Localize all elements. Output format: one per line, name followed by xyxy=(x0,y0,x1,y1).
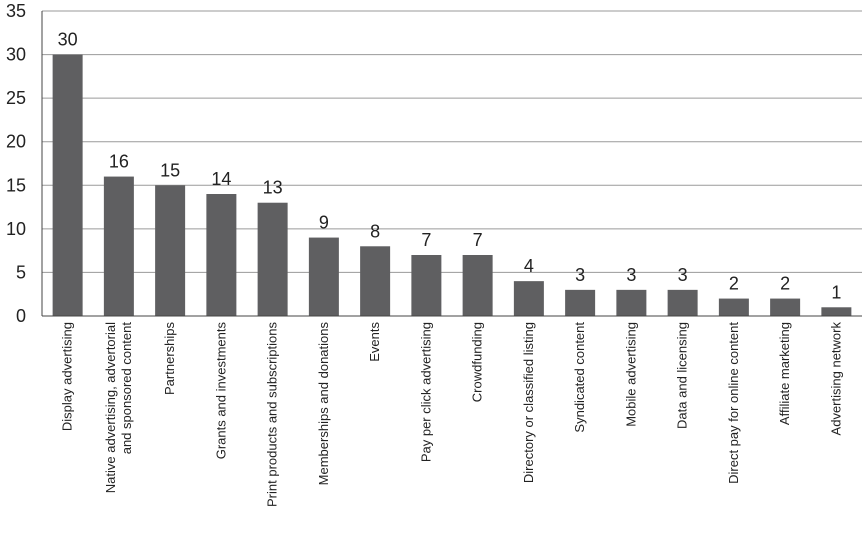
y-tick-label: 10 xyxy=(6,219,26,239)
bar xyxy=(155,185,186,316)
category-label: Advertising network xyxy=(828,322,843,436)
y-tick-label: 35 xyxy=(6,1,26,21)
category-label-line: Grants and investments xyxy=(213,322,228,460)
category-label: Events xyxy=(367,322,382,362)
category-label: Grants and investments xyxy=(213,322,228,460)
data-label: 30 xyxy=(58,30,78,50)
category-label-line: Display advertising xyxy=(60,322,75,431)
category-label-line: Syndicated content xyxy=(572,322,587,433)
category-label: Memberships and donations xyxy=(316,322,331,486)
axes xyxy=(41,11,862,317)
bar xyxy=(770,298,801,316)
category-label-line: Pay per click advertising xyxy=(418,322,433,462)
data-labels: 30 16 15 14 13 9 8 7 7 4 3 3 3 2 2 1 xyxy=(58,30,842,303)
y-tick-label: 20 xyxy=(6,132,26,152)
data-label: 2 xyxy=(729,274,739,294)
data-label: 3 xyxy=(678,265,688,285)
category-label-line: Mobile advertising xyxy=(623,322,638,427)
bar xyxy=(565,289,596,316)
category-label-line: Advertising network xyxy=(828,322,843,436)
category-label-line: Partnerships xyxy=(162,322,177,395)
category-label: Syndicated content xyxy=(572,322,587,433)
category-label-line: Direct pay for online content xyxy=(726,322,741,484)
category-label-line: Affiliate marketing xyxy=(777,322,792,425)
category-label: Partnerships xyxy=(162,322,177,395)
category-labels: Display advertising Native advertising, a… xyxy=(60,322,844,507)
y-tick-label: 15 xyxy=(6,175,26,195)
bars xyxy=(52,54,852,316)
category-label-line: Data and licensing xyxy=(675,322,690,429)
data-label: 14 xyxy=(211,169,231,189)
bar xyxy=(52,54,83,316)
bar xyxy=(206,194,237,316)
data-label: 2 xyxy=(780,274,790,294)
category-label: Native advertising, advertorial and spons… xyxy=(103,322,134,494)
category-label-line: and sponsored content xyxy=(119,322,134,455)
y-tick-labels: 0 5 10 15 20 25 30 35 xyxy=(6,1,26,326)
data-label: 4 xyxy=(524,256,534,276)
bar xyxy=(411,255,442,316)
data-label: 1 xyxy=(831,282,841,302)
y-tick-label: 25 xyxy=(6,88,26,108)
bar xyxy=(462,255,493,316)
category-label: Data and licensing xyxy=(675,322,690,429)
data-label: 15 xyxy=(160,160,180,180)
category-label-line: Crowdfunding xyxy=(470,322,485,402)
data-label: 7 xyxy=(473,230,483,250)
data-label: 7 xyxy=(421,230,431,250)
bar xyxy=(667,289,698,316)
data-label: 8 xyxy=(370,221,380,241)
data-label: 3 xyxy=(575,265,585,285)
bar xyxy=(718,298,749,316)
data-label: 3 xyxy=(626,265,636,285)
data-label: 13 xyxy=(263,178,283,198)
data-label: 16 xyxy=(109,152,129,172)
bar xyxy=(616,289,647,316)
bar xyxy=(821,307,852,316)
category-label-line: Events xyxy=(367,322,382,362)
category-label-line: Print products and subscriptions xyxy=(265,322,280,507)
data-label: 9 xyxy=(319,213,329,233)
category-label-line: Native advertising, advertorial xyxy=(103,322,118,493)
category-label: Display advertising xyxy=(60,322,75,431)
category-label: Direct pay for online content xyxy=(726,322,741,484)
bar xyxy=(103,176,134,316)
category-label: Print products and subscriptions xyxy=(265,322,280,507)
bar xyxy=(513,281,544,316)
category-label: Pay per click advertising xyxy=(418,322,433,462)
y-tick-label: 30 xyxy=(6,45,26,65)
y-tick-label: 0 xyxy=(16,306,26,326)
category-label: Mobile advertising xyxy=(623,322,638,427)
category-label-line: Memberships and donations xyxy=(316,322,331,486)
bar xyxy=(257,202,288,316)
category-label: Crowdfunding xyxy=(470,322,485,402)
bar xyxy=(360,246,391,316)
y-tick-label: 5 xyxy=(16,262,26,282)
category-label: Directory or classified listing xyxy=(521,322,536,483)
bar xyxy=(308,237,339,316)
category-label: Affiliate marketing xyxy=(777,322,792,425)
category-label-line: Directory or classified listing xyxy=(521,322,536,483)
